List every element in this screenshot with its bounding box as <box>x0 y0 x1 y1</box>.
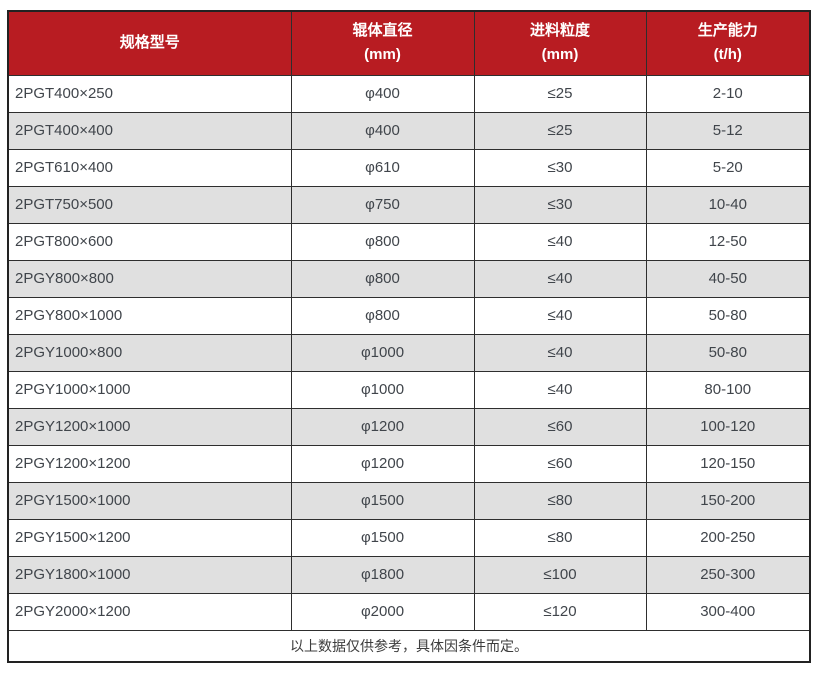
header-feed-size: 进料粒度 (mm) <box>473 10 647 76</box>
table-row: 2PGY2000×1200 φ2000 ≤120 300-400 <box>7 592 811 631</box>
diameter-cell: φ800 <box>290 259 475 298</box>
table-row: 2PGT400×400 φ400 ≤25 5-12 <box>7 111 811 150</box>
model-cell: 2PGY800×1000 <box>7 296 292 335</box>
diameter-cell: φ610 <box>290 148 475 187</box>
diameter-cell: φ750 <box>290 185 475 224</box>
feed-size-cell: ≤80 <box>473 518 647 557</box>
model-cell: 2PGY1500×1200 <box>7 518 292 557</box>
model-cell: 2PGY2000×1200 <box>7 592 292 631</box>
feed-size-cell: ≤40 <box>473 370 647 409</box>
table-row: 2PGY1200×1200 φ1200 ≤60 120-150 <box>7 444 811 483</box>
diameter-cell: φ800 <box>290 296 475 335</box>
table-row: 2PGY1200×1000 φ1200 ≤60 100-120 <box>7 407 811 446</box>
model-cell: 2PGT400×250 <box>7 74 292 113</box>
model-cell: 2PGY1000×1000 <box>7 370 292 409</box>
capacity-cell: 12-50 <box>645 222 811 261</box>
header-capacity-label: 生产能力 <box>697 22 758 40</box>
feed-size-cell: ≤60 <box>473 444 647 483</box>
capacity-cell: 10-40 <box>645 185 811 224</box>
feed-size-cell: ≤25 <box>473 111 647 150</box>
table-row: 2PGY1000×1000 φ1000 ≤40 80-100 <box>7 370 811 409</box>
header-model-label: 规格型号 <box>119 34 180 52</box>
model-cell: 2PGY1200×1200 <box>7 444 292 483</box>
capacity-cell: 120-150 <box>645 444 811 483</box>
diameter-cell: φ1200 <box>290 444 475 483</box>
capacity-cell: 80-100 <box>645 370 811 409</box>
diameter-cell: φ1500 <box>290 481 475 520</box>
header-feed-size-label: 进料粒度 <box>529 22 590 40</box>
table-header: 规格型号 辊体直径 (mm) 进料粒度 (mm) 生产能力 (t/h) <box>7 10 811 76</box>
table-row: 2PGT610×400 φ610 ≤30 5-20 <box>7 148 811 187</box>
model-cell: 2PGY800×800 <box>7 259 292 298</box>
header-roller-diameter-unit: (mm) <box>364 46 401 64</box>
diameter-cell: φ400 <box>290 74 475 113</box>
header-model: 规格型号 <box>7 10 292 76</box>
model-cell: 2PGT800×600 <box>7 222 292 261</box>
diameter-cell: φ1200 <box>290 407 475 446</box>
feed-size-cell: ≤30 <box>473 185 647 224</box>
feed-size-cell: ≤60 <box>473 407 647 446</box>
table-row: 2PGY800×800 φ800 ≤40 40-50 <box>7 259 811 298</box>
capacity-cell: 300-400 <box>645 592 811 631</box>
table-footer: 以上数据仅供参考，具体因条件而定。 <box>7 629 811 663</box>
table-row: 2PGY1500×1000 φ1500 ≤80 150-200 <box>7 481 811 520</box>
table-row: 2PGY800×1000 φ800 ≤40 50-80 <box>7 296 811 335</box>
capacity-cell: 5-12 <box>645 111 811 150</box>
capacity-cell: 150-200 <box>645 481 811 520</box>
feed-size-cell: ≤30 <box>473 148 647 187</box>
diameter-cell: φ1500 <box>290 518 475 557</box>
spec-table-container: 规格型号 辊体直径 (mm) 进料粒度 (mm) 生产能力 (t/h) 2PGT… <box>7 10 811 663</box>
capacity-cell: 250-300 <box>645 555 811 594</box>
table-body: 2PGT400×250 φ400 ≤25 2-10 2PGT400×400 φ400 ≤25… <box>7 74 811 631</box>
table-row: 2PGT800×600 φ800 ≤40 12-50 <box>7 222 811 261</box>
model-cell: 2PGY1200×1000 <box>7 407 292 446</box>
header-roller-diameter: 辊体直径 (mm) <box>290 10 475 76</box>
header-feed-size-unit: (mm) <box>541 46 579 64</box>
header-capacity-unit: (t/h) <box>713 46 742 64</box>
model-cell: 2PGT400×400 <box>7 111 292 150</box>
feed-size-cell: ≤80 <box>473 481 647 520</box>
header-roller-diameter-label: 辊体直径 <box>352 22 413 40</box>
table-row: 2PGY1500×1200 φ1500 ≤80 200-250 <box>7 518 811 557</box>
feed-size-cell: ≤100 <box>473 555 647 594</box>
capacity-cell: 50-80 <box>645 296 811 335</box>
table-row: 2PGY1800×1000 φ1800 ≤100 250-300 <box>7 555 811 594</box>
diameter-cell: φ400 <box>290 111 475 150</box>
model-cell: 2PGY1000×800 <box>7 333 292 372</box>
table-row: 2PGY1000×800 φ1000 ≤40 50-80 <box>7 333 811 372</box>
feed-size-cell: ≤40 <box>473 333 647 372</box>
capacity-cell: 50-80 <box>645 333 811 372</box>
capacity-cell: 2-10 <box>645 74 811 113</box>
capacity-cell: 200-250 <box>645 518 811 557</box>
capacity-cell: 40-50 <box>645 259 811 298</box>
model-cell: 2PGY1800×1000 <box>7 555 292 594</box>
header-capacity: 生产能力 (t/h) <box>645 10 811 76</box>
capacity-cell: 100-120 <box>645 407 811 446</box>
model-cell: 2PGT750×500 <box>7 185 292 224</box>
feed-size-cell: ≤40 <box>473 259 647 298</box>
header-row: 规格型号 辊体直径 (mm) 进料粒度 (mm) 生产能力 (t/h) <box>7 10 811 76</box>
diameter-cell: φ1000 <box>290 370 475 409</box>
capacity-cell: 5-20 <box>645 148 811 187</box>
model-cell: 2PGY1500×1000 <box>7 481 292 520</box>
feed-size-cell: ≤120 <box>473 592 647 631</box>
spec-table: 规格型号 辊体直径 (mm) 进料粒度 (mm) 生产能力 (t/h) 2PGT… <box>7 10 811 663</box>
feed-size-cell: ≤40 <box>473 222 647 261</box>
diameter-cell: φ1800 <box>290 555 475 594</box>
diameter-cell: φ2000 <box>290 592 475 631</box>
table-row: 2PGT750×500 φ750 ≤30 10-40 <box>7 185 811 224</box>
footer-note: 以上数据仅供参考，具体因条件而定。 <box>7 629 811 663</box>
diameter-cell: φ800 <box>290 222 475 261</box>
feed-size-cell: ≤25 <box>473 74 647 113</box>
diameter-cell: φ1000 <box>290 333 475 372</box>
table-row: 2PGT400×250 φ400 ≤25 2-10 <box>7 74 811 113</box>
feed-size-cell: ≤40 <box>473 296 647 335</box>
footer-row: 以上数据仅供参考，具体因条件而定。 <box>7 629 811 663</box>
model-cell: 2PGT610×400 <box>7 148 292 187</box>
